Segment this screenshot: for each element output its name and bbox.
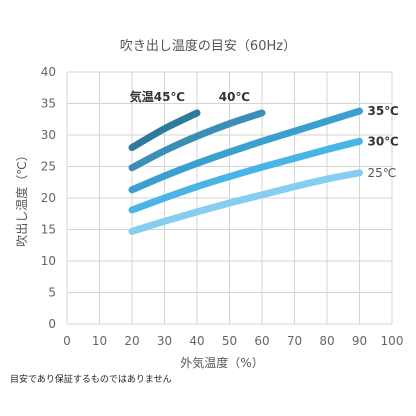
series-line-4 (132, 173, 360, 232)
x-tick-label: 30 (157, 334, 172, 348)
x-tick-label: 100 (381, 334, 404, 348)
x-tick-label: 50 (222, 334, 237, 348)
x-tick-label: 20 (124, 334, 139, 348)
y-axis-label: 吹出し温度（℃） (14, 149, 29, 246)
x-tick-labels: 0 10 20 30 40 50 60 70 80 90 100 (63, 334, 403, 348)
y-tick-label: 25 (41, 160, 56, 174)
series-label-1: 40℃ (219, 90, 250, 104)
y-tick-label: 30 (41, 128, 56, 142)
x-tick-label: 0 (63, 334, 71, 348)
x-tick-label: 80 (319, 334, 334, 348)
x-tick-label: 70 (287, 334, 302, 348)
y-tick-label: 15 (41, 223, 56, 237)
x-tick-label: 60 (254, 334, 269, 348)
series-label-4: 25℃ (368, 166, 397, 180)
series-label-0: 気温45℃ (130, 89, 185, 104)
series-lines (132, 111, 360, 231)
x-tick-label: 40 (189, 334, 204, 348)
y-tick-labels: 0 5 10 15 20 25 30 35 40 (41, 65, 56, 331)
x-tick-label: 10 (92, 334, 107, 348)
y-tick-label: 10 (41, 254, 56, 268)
x-tick-label: 90 (352, 334, 367, 348)
y-tick-label: 0 (48, 317, 56, 331)
series-label-3: 30℃ (368, 134, 399, 148)
chart-title: 吹き出し温度の目安（60Hz） (120, 38, 296, 54)
grid (67, 72, 392, 324)
y-tick-label: 40 (41, 65, 56, 79)
y-tick-label: 5 (48, 286, 56, 300)
y-tick-label: 20 (41, 191, 56, 205)
x-axis-label: 外気温度（%） (180, 355, 263, 370)
disclaimer-note: 目安であり保証するものではありません (10, 372, 172, 385)
y-tick-label: 35 (41, 97, 56, 111)
series-label-2: 35℃ (368, 104, 399, 118)
